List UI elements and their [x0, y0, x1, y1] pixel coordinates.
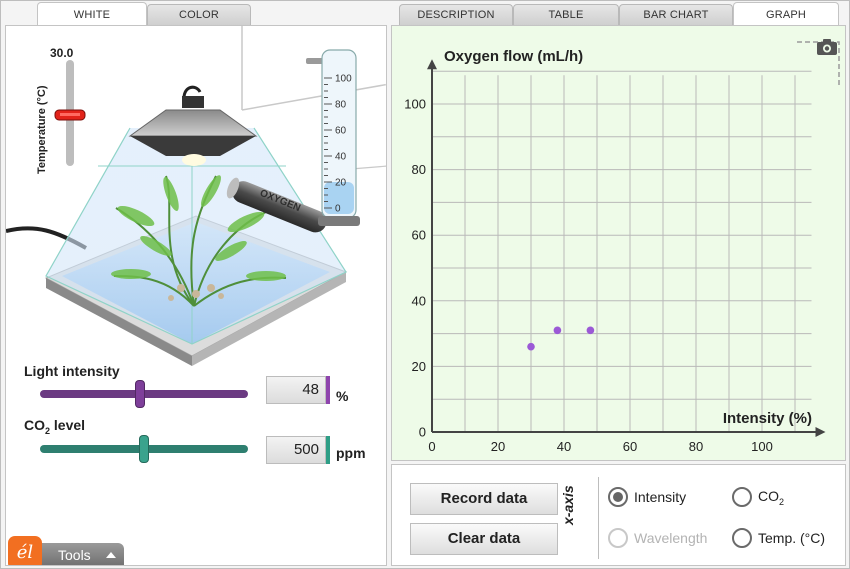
y-tick-label: 60 [412, 228, 426, 243]
lamp-cap [182, 96, 204, 108]
radio-temperature-label: Temp. (°C) [758, 530, 826, 546]
tab-bar-chart[interactable]: BAR CHART [619, 4, 733, 25]
y-tick-label: 20 [412, 359, 426, 374]
graph-panel: 0 20 40 60 80 100 0 20 40 60 80 100 Oxygen flow (mL… [391, 25, 846, 461]
x-axis-title: Intensity (%) [723, 410, 812, 427]
cylinder-tick-label: 40 [335, 152, 347, 163]
y-tick-label: 100 [404, 97, 426, 112]
tab-color[interactable]: COLOR [147, 4, 251, 25]
light-intensity-unit: % [336, 388, 349, 404]
data-point [553, 326, 562, 335]
co2-level-unit: ppm [336, 445, 366, 461]
radio-co2-label: CO2 [758, 487, 785, 507]
y-tick-label: 80 [412, 162, 426, 177]
co2-level-label: CO2 level [24, 417, 86, 436]
simulation-panel: OXYGEN 100 80 60 40 20 0 30.0 Temperature (°C… [5, 25, 387, 566]
oxygen-flow-chart: 0 20 40 60 80 100 0 20 40 60 80 100 Oxygen flow (mL… [404, 48, 826, 454]
radio-temperature[interactable]: Temp. (°C) [732, 528, 825, 548]
light-intensity-accent [326, 376, 330, 404]
radio-unselected-icon [732, 487, 752, 507]
tab-white[interactable]: WHITE [37, 2, 147, 26]
clear-data-button[interactable]: Clear data [410, 523, 558, 555]
co2-level-slider-thumb[interactable] [139, 435, 149, 463]
x-axis-selector-label: x-axis [560, 485, 576, 525]
y-tick-label: 0 [419, 425, 426, 440]
co2-level-value-box[interactable]: 500 [266, 436, 330, 464]
tab-table[interactable]: TABLE [513, 4, 619, 25]
y-axis-title: Oxygen flow (mL/h) [444, 48, 583, 65]
oxygen-tube [226, 177, 327, 233]
radio-wavelength: Wavelength [608, 528, 707, 548]
cylinder-tick-label: 80 [335, 100, 347, 111]
radio-unselected-icon [732, 528, 752, 548]
light-intensity-slider-thumb[interactable] [134, 380, 145, 408]
graduated-cylinder: 100 80 60 40 20 0 [306, 49, 360, 226]
radio-co2[interactable]: CO2 [732, 487, 784, 507]
light-intensity-value: 48 [302, 381, 319, 398]
cylinder-tick-label: 60 [335, 126, 347, 137]
camera-icon[interactable] [816, 38, 838, 56]
lamp-shade [128, 109, 258, 137]
y-tick-label: 40 [412, 293, 426, 308]
cylinder-tick-label: 0 [335, 204, 341, 215]
x-axis-arrow-icon [815, 427, 826, 437]
radio-selected-icon [608, 487, 628, 507]
light-intensity-label: Light intensity [24, 363, 120, 379]
x-tick-label: 40 [557, 439, 571, 454]
divider [598, 477, 599, 559]
x-tick-label: 20 [491, 439, 505, 454]
cylinder-tick-label: 100 [335, 74, 352, 85]
temperature-value: 30.0 [50, 46, 74, 60]
chevron-up-icon [106, 552, 116, 558]
data-point [527, 342, 535, 351]
radio-wavelength-label: Wavelength [634, 530, 708, 546]
x-tick-label: 100 [751, 439, 773, 454]
x-tick-label: 0 [428, 439, 435, 454]
light-intensity-value-box[interactable]: 48 [266, 376, 330, 404]
radio-intensity-label: Intensity [634, 489, 687, 505]
co2-level-accent [326, 436, 330, 464]
explorelearning-logo: él [8, 536, 42, 565]
temperature-axis-label: Temperature (°C) [36, 85, 48, 174]
y-axis-arrow-icon [427, 59, 437, 70]
x-tick-label: 60 [623, 439, 637, 454]
record-data-button[interactable]: Record data [410, 483, 558, 515]
tab-graph[interactable]: GRAPH [733, 2, 839, 26]
radio-intensity[interactable]: Intensity [608, 487, 686, 507]
tools-label: Tools [58, 547, 91, 563]
data-point [586, 326, 595, 335]
radio-disabled-icon [608, 528, 628, 548]
x-tick-label: 80 [689, 439, 703, 454]
graph-controls: Record data Clear data x-axis Intensity … [391, 464, 846, 566]
tab-description[interactable]: DESCRIPTION [399, 4, 513, 25]
cylinder-tick-label: 20 [335, 178, 347, 189]
snapshot-corner [797, 41, 840, 88]
co2-level-value: 500 [293, 441, 319, 458]
